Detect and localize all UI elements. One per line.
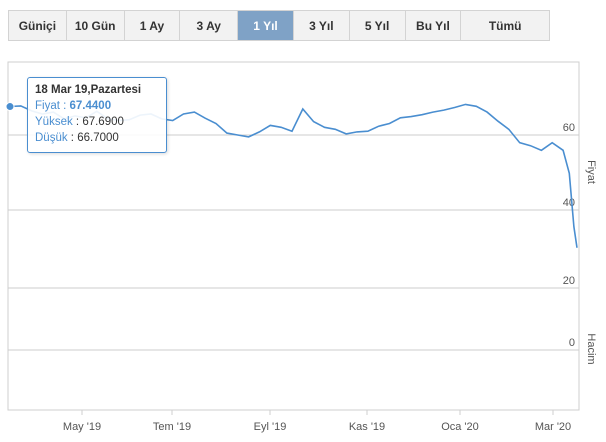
tab-range[interactable]: Tümü (461, 11, 549, 40)
tooltip-date: 18 Mar 19,Pazartesi (35, 84, 142, 96)
y-tick-label: 40 (563, 197, 575, 209)
tab-range[interactable]: 3 Yıl (293, 11, 350, 40)
x-tick-label: Kas '19 (349, 421, 385, 433)
y-tick-label: 20 (563, 275, 575, 287)
tooltip: 18 Mar 19,Pazartesi Fiyat : 67.4400 Yüks… (27, 77, 167, 153)
x-tick-label: Oca '20 (441, 421, 479, 433)
range-selector: Güniçi 10 Gün 1 Ay 3 Ay 1 Yıl 3 Yıl 5 Yıl Bu Yı… (8, 10, 550, 41)
tooltip-high-label: Yüksek (35, 116, 73, 128)
tab-range[interactable]: Güniçi (9, 11, 67, 40)
y-axis-title: Fiyat (585, 160, 597, 184)
tab-range[interactable]: 5 Yıl (349, 11, 406, 40)
tab-range[interactable]: 1 Ay (124, 11, 181, 40)
tooltip-high-value: 67.6900 (82, 116, 124, 128)
plot-frame (7, 61, 580, 411)
tab-range[interactable]: 3 Ay (180, 11, 239, 40)
y-axis-secondary-title: Hacim (585, 333, 597, 364)
grid (8, 134, 579, 351)
tab-range[interactable]: Bu Yıl (405, 11, 462, 40)
y-tick-label: 60 (563, 122, 575, 134)
x-tick-label: Eyl '19 (254, 421, 287, 433)
hover-point (5, 102, 15, 112)
tooltip-price-label: Fiyat (35, 100, 60, 112)
x-tick-label: Mar '20 (535, 421, 571, 433)
x-axis: May '19 Tem '19 Eyl '19 Kas '19 Oca '20 Mar '… (63, 410, 571, 433)
tooltip-low-label: Düşük (35, 132, 68, 144)
x-tick-label: Tem '19 (153, 421, 191, 433)
y-tick-label: 0 (569, 337, 575, 349)
tooltip-price-value: 67.4400 (69, 100, 112, 112)
tooltip-low-value: 66.7000 (77, 132, 119, 144)
tab-range[interactable]: 1 Yıl (238, 11, 294, 40)
tab-range[interactable]: 10 Gün (66, 11, 125, 40)
x-tick-label: May '19 (63, 421, 101, 433)
